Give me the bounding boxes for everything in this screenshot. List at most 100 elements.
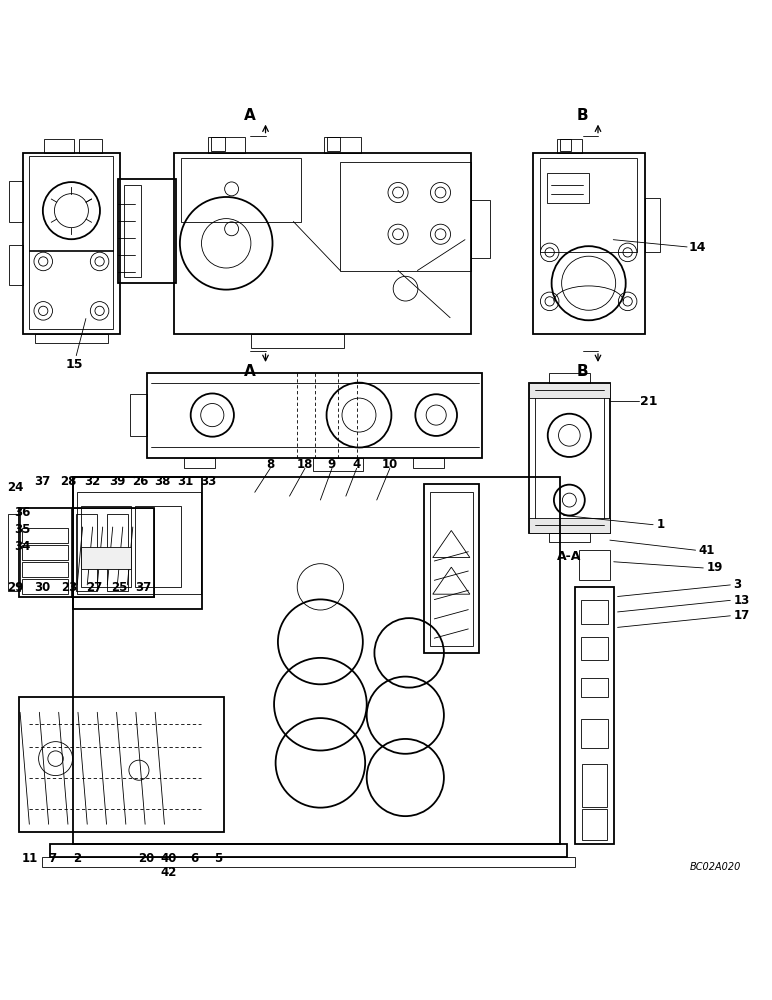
Bar [135, 506, 181, 587]
Text: 1: 1 [656, 518, 665, 531]
Bar [130, 394, 147, 436]
Text: 19: 19 [706, 561, 723, 574]
Bar [44, 139, 74, 153]
Bar [251, 334, 344, 348]
Bar [29, 156, 113, 251]
Bar [327, 137, 340, 151]
Text: 35: 35 [14, 523, 30, 536]
Text: 15: 15 [65, 358, 83, 371]
Bar [413, 458, 444, 468]
Bar [645, 198, 660, 252]
Bar [8, 514, 20, 591]
Bar [581, 678, 608, 697]
Bar [549, 373, 590, 383]
Text: 40: 40 [160, 852, 177, 865]
Bar [575, 587, 614, 844]
Bar [579, 550, 610, 580]
Bar [22, 579, 68, 594]
Bar [340, 162, 471, 271]
Text: 24: 24 [7, 481, 24, 494]
Bar [529, 383, 610, 533]
Bar [540, 158, 637, 252]
Text: 37: 37 [34, 475, 51, 488]
Text: 8: 8 [266, 458, 274, 471]
Text: 34: 34 [14, 540, 30, 553]
Bar [79, 139, 102, 153]
Bar [147, 373, 482, 458]
Text: 20: 20 [138, 852, 155, 865]
Text: 39: 39 [109, 475, 126, 488]
Bar [208, 137, 245, 153]
Bar [71, 508, 154, 596]
Bar [313, 458, 363, 471]
Bar [81, 506, 131, 587]
Text: 3: 3 [733, 578, 742, 591]
Text: 42: 42 [160, 866, 177, 879]
Bar [533, 153, 645, 334]
Text: 25: 25 [110, 581, 127, 594]
Bar [73, 477, 202, 609]
Bar [581, 719, 608, 748]
Bar [124, 185, 141, 277]
Bar [181, 158, 301, 222]
Text: B: B [577, 108, 588, 123]
Bar [22, 528, 68, 543]
Bar [211, 137, 225, 151]
Bar [76, 514, 97, 591]
Text: 23: 23 [61, 581, 78, 594]
Text: 28: 28 [59, 475, 76, 488]
Bar [42, 857, 575, 867]
Text: 14: 14 [689, 241, 706, 254]
Text: 13: 13 [733, 594, 750, 607]
Bar [424, 484, 479, 653]
Text: 41: 41 [699, 544, 715, 557]
Bar [19, 697, 224, 832]
Text: 27: 27 [86, 581, 103, 594]
Text: 26: 26 [132, 475, 149, 488]
Bar [77, 492, 201, 594]
Bar [23, 153, 120, 334]
Text: 32: 32 [84, 475, 101, 488]
Text: 6: 6 [191, 852, 198, 865]
Text: 33: 33 [200, 475, 217, 488]
Text: 2: 2 [73, 852, 81, 865]
Bar [22, 545, 68, 560]
Bar [9, 245, 23, 285]
Bar [184, 458, 215, 468]
Bar [560, 139, 571, 151]
Bar [529, 383, 610, 398]
Text: 9: 9 [328, 458, 336, 471]
Text: 11: 11 [21, 852, 38, 865]
Text: A-A: A-A [557, 550, 581, 563]
Bar [19, 508, 154, 596]
Text: 4: 4 [353, 458, 361, 471]
Bar [35, 334, 108, 343]
Bar [547, 173, 589, 203]
Bar [118, 179, 176, 283]
Bar [582, 809, 607, 840]
Text: 36: 36 [14, 506, 30, 519]
Text: 5: 5 [214, 852, 222, 865]
Bar [50, 844, 567, 857]
Bar [73, 477, 560, 844]
Bar [22, 562, 68, 577]
Text: 29: 29 [7, 581, 24, 594]
Text: 37: 37 [134, 581, 151, 594]
Bar [581, 637, 608, 660]
Bar [549, 533, 590, 542]
Text: B: B [577, 364, 588, 379]
Bar [430, 492, 473, 646]
Text: A: A [244, 108, 256, 123]
Text: 17: 17 [733, 609, 750, 622]
Bar [581, 600, 608, 624]
Bar [107, 514, 128, 591]
Text: 38: 38 [154, 475, 171, 488]
Text: 31: 31 [177, 475, 194, 488]
Bar [471, 200, 490, 258]
Text: 30: 30 [34, 581, 51, 594]
Text: 10: 10 [381, 458, 398, 471]
Bar [582, 764, 607, 807]
Bar [529, 518, 610, 533]
Text: 21: 21 [640, 395, 657, 408]
Bar [557, 139, 582, 153]
